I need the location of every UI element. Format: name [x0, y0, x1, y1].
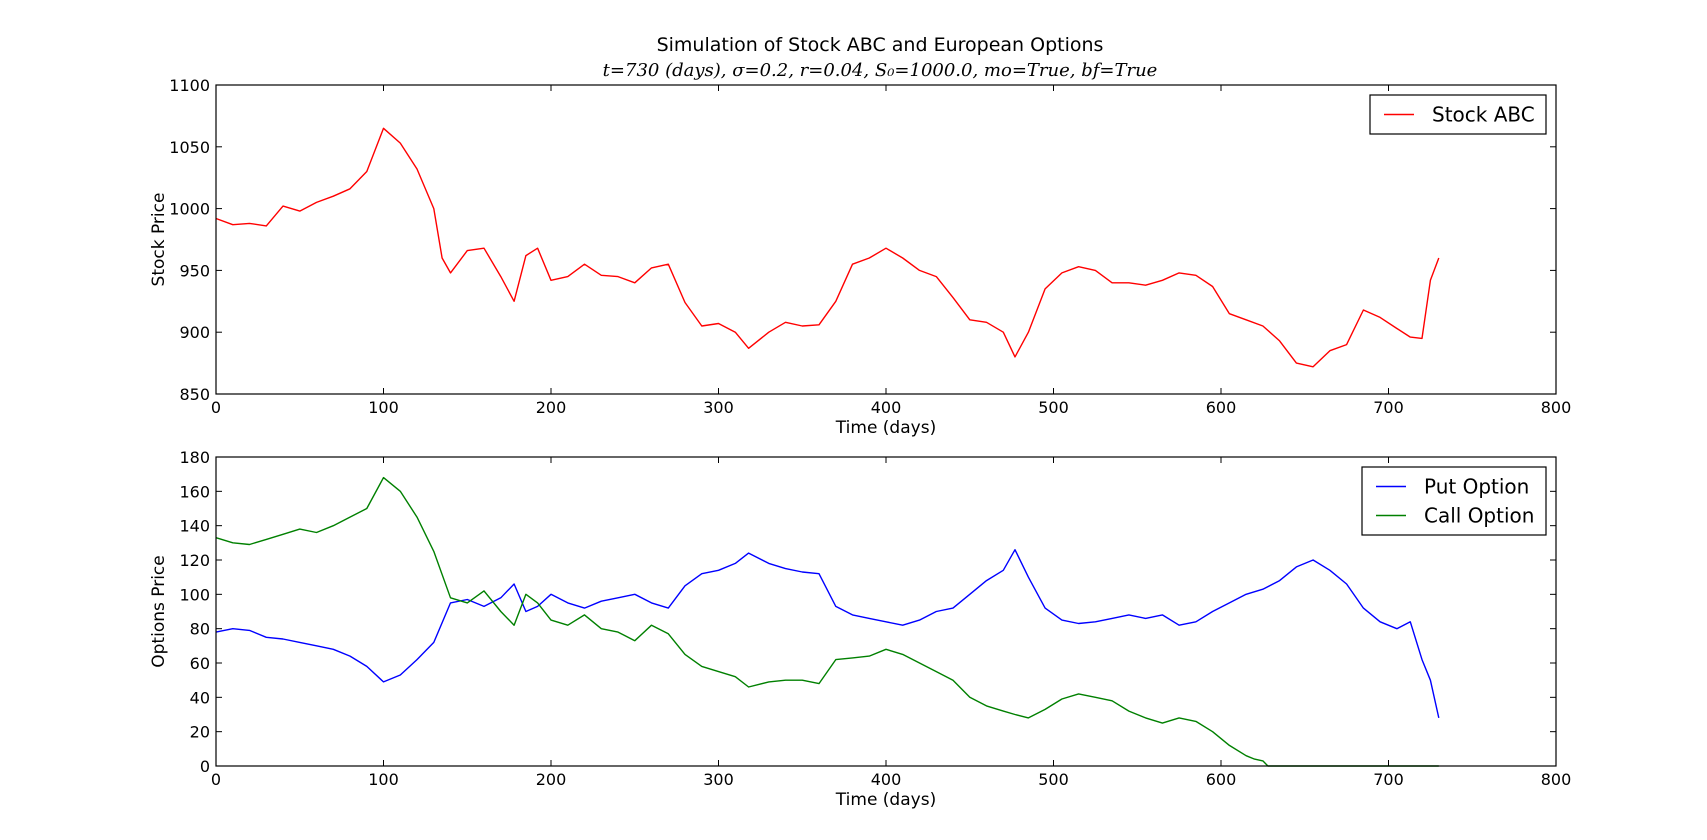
y-tick-label: 0: [200, 757, 210, 776]
x-tick-label: 400: [871, 770, 902, 789]
y-tick-label: 120: [179, 551, 210, 570]
x-tick-label: 100: [368, 398, 399, 417]
x-tick-label: 400: [871, 398, 902, 417]
y-tick-label: 80: [190, 620, 210, 639]
y-tick-label: 950: [179, 261, 210, 280]
y-tick-label: 1050: [169, 138, 210, 157]
x-tick-label: 600: [1206, 770, 1237, 789]
x-tick-label: 100: [368, 770, 399, 789]
legend-label: Put Option: [1424, 475, 1529, 499]
series-line-call-option: [215, 476, 1439, 767]
y-tick-label: 160: [179, 482, 210, 501]
series-line-put-option: [215, 549, 1440, 719]
y-tick-label: 1100: [169, 76, 210, 95]
x-tick-label: 800: [1541, 770, 1572, 789]
series-line-stock-abc: [215, 127, 1440, 368]
x-tick-label: 500: [1038, 770, 1069, 789]
y-tick-label: 100: [179, 585, 210, 604]
x-tick-label: 200: [536, 398, 567, 417]
y-tick-label: 40: [190, 688, 210, 707]
legend-label: Stock ABC: [1432, 103, 1535, 127]
x-tick-label: 300: [703, 398, 734, 417]
x-tick-label: 200: [536, 770, 567, 789]
x-tick-label: 700: [1373, 398, 1404, 417]
stock-price-panel: 0 100 200 300 400 500 600 700 800 850 900 950 1000 10…: [149, 76, 1571, 438]
x-tick-label: 0: [211, 398, 221, 417]
y-tick-label: 180: [179, 448, 210, 467]
x-tick-label: 700: [1373, 770, 1404, 789]
y-tick-label: 140: [179, 517, 210, 536]
y-tick-label: 20: [190, 723, 210, 742]
options-price-panel: 0 100 200 300 400 500 600 700 800 0 20 40 60 80 100 120…: [149, 448, 1571, 810]
x-axis-label: Time (days): [835, 418, 936, 438]
chart-subtitle: t=730 (days), σ=0.2, r=0.04, S₀=1000.0, …: [603, 60, 1158, 81]
x-tick-label: 300: [703, 770, 734, 789]
x-tick-label: 800: [1541, 398, 1572, 417]
y-axis-label: Options Price: [149, 555, 169, 667]
x-tick-label: 600: [1206, 398, 1237, 417]
chart-title: Simulation of Stock ABC and European Opt…: [657, 34, 1104, 56]
x-tick-label: 500: [1038, 398, 1069, 417]
y-axis-label: Stock Price: [149, 193, 169, 287]
plot-frame: [215, 84, 1557, 395]
y-tick-label: 900: [179, 323, 210, 342]
legend-label: Call Option: [1424, 504, 1534, 528]
plot-frame: [215, 456, 1557, 767]
x-tick-label: 0: [211, 770, 221, 789]
x-axis-label: Time (days): [835, 790, 936, 810]
legend: [1361, 466, 1547, 536]
y-tick-label: 1000: [169, 200, 210, 219]
y-tick-label: 850: [179, 385, 210, 404]
y-tick-label: 60: [190, 654, 210, 673]
